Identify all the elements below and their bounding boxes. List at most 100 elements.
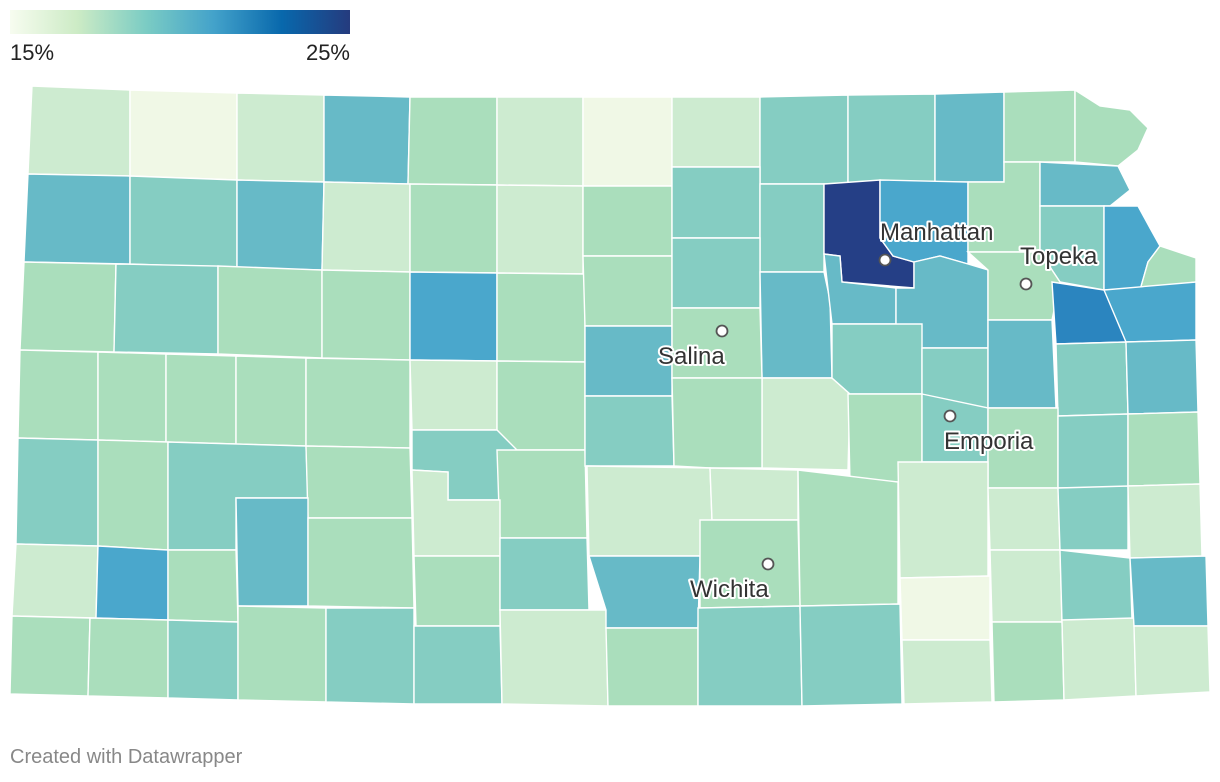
county-shape[interactable] xyxy=(582,96,673,187)
county-shape[interactable] xyxy=(1125,339,1199,415)
county-shape[interactable] xyxy=(1129,555,1209,627)
city-marker-wichita xyxy=(761,557,775,571)
county-shape[interactable] xyxy=(409,271,498,362)
county-shape[interactable] xyxy=(934,91,1005,183)
county-shape[interactable] xyxy=(97,439,169,551)
county-shape[interactable] xyxy=(1127,483,1203,559)
county-shape[interactable] xyxy=(129,175,238,269)
county-shape[interactable] xyxy=(496,272,586,363)
city-marker-topeka xyxy=(1019,277,1033,291)
county-shape[interactable] xyxy=(217,265,323,359)
county-shape[interactable] xyxy=(671,377,763,469)
county-shape[interactable] xyxy=(987,319,1057,409)
county-shape[interactable] xyxy=(129,89,238,181)
city-label-wichita: Wichita xyxy=(690,576,769,603)
county-shape[interactable] xyxy=(1057,485,1129,551)
county-shape[interactable] xyxy=(305,357,411,449)
county-shape[interactable] xyxy=(899,575,991,641)
city-marker-salina xyxy=(715,324,729,338)
county-shape[interactable] xyxy=(27,85,131,177)
legend-gradient-bar xyxy=(10,10,350,34)
city-marker-emporia xyxy=(943,409,957,423)
county-shape[interactable] xyxy=(409,359,498,431)
county-shape[interactable] xyxy=(761,377,851,471)
county-shape[interactable] xyxy=(496,449,588,539)
county-shape[interactable] xyxy=(407,96,498,186)
county-shape[interactable] xyxy=(409,183,498,274)
county-shape[interactable] xyxy=(1003,89,1076,163)
county-shape[interactable] xyxy=(167,619,239,701)
city-label-topeka: Topeka xyxy=(1020,243,1098,270)
county-shape[interactable] xyxy=(11,543,99,619)
county-shape[interactable] xyxy=(496,96,584,187)
county-shape[interactable] xyxy=(584,395,675,467)
county-shape[interactable] xyxy=(321,269,411,361)
county-shape[interactable] xyxy=(586,465,713,557)
county-shape[interactable] xyxy=(847,93,936,185)
county-shape[interactable] xyxy=(901,639,993,705)
county-shape[interactable] xyxy=(697,605,803,707)
county-shape[interactable] xyxy=(15,437,99,547)
county-shape[interactable] xyxy=(235,497,309,607)
county-shape[interactable] xyxy=(413,555,501,627)
county-shape[interactable] xyxy=(167,549,239,623)
county-shape[interactable] xyxy=(165,353,237,445)
legend-min-label: 15% xyxy=(10,40,55,65)
county-shape[interactable] xyxy=(1074,88,1149,167)
county-shape[interactable] xyxy=(1039,161,1131,207)
county-shape[interactable] xyxy=(499,609,609,707)
cities-layer: Manhattan Topeka Salina Emporia Wichita xyxy=(656,217,1100,605)
county-shape[interactable] xyxy=(113,263,219,355)
county-shape[interactable] xyxy=(1055,341,1129,417)
county-shape[interactable] xyxy=(1057,413,1129,489)
county-shape[interactable] xyxy=(897,461,989,579)
county-shape[interactable] xyxy=(496,360,586,451)
county-shape[interactable] xyxy=(235,355,307,447)
county-shape[interactable] xyxy=(582,185,673,257)
county-shape[interactable] xyxy=(759,94,849,185)
counties-layer xyxy=(9,85,1211,707)
county-shape[interactable] xyxy=(236,179,325,271)
county-shape[interactable] xyxy=(321,181,411,273)
county-shape[interactable] xyxy=(987,487,1061,551)
county-shape[interactable] xyxy=(1133,625,1211,697)
county-shape[interactable] xyxy=(991,621,1065,703)
city-marker-manhattan xyxy=(878,253,892,267)
county-shape[interactable] xyxy=(582,255,673,327)
county-shape[interactable] xyxy=(1061,617,1137,701)
county-shape[interactable] xyxy=(9,615,91,697)
county-shape[interactable] xyxy=(95,545,169,621)
county-shape[interactable] xyxy=(671,237,761,309)
county-shape[interactable] xyxy=(87,617,169,699)
county-shape[interactable] xyxy=(709,467,799,521)
county-shape[interactable] xyxy=(831,323,923,395)
county-shape[interactable] xyxy=(671,96,761,168)
county-shape[interactable] xyxy=(323,94,411,185)
county-shape[interactable] xyxy=(19,261,117,353)
county-shape[interactable] xyxy=(1127,411,1201,487)
county-shape[interactable] xyxy=(759,183,825,273)
county-shape[interactable] xyxy=(496,184,584,275)
county-shape[interactable] xyxy=(237,605,327,703)
county-shape[interactable] xyxy=(605,627,699,707)
county-shape[interactable] xyxy=(799,603,903,707)
credit-text: Created with Datawrapper xyxy=(10,746,243,768)
county-shape[interactable] xyxy=(671,166,761,239)
county-shape[interactable] xyxy=(17,349,99,441)
county-shape[interactable] xyxy=(1139,245,1197,291)
county-shape[interactable] xyxy=(23,173,131,265)
county-shape[interactable] xyxy=(307,517,415,609)
county-shape[interactable] xyxy=(1059,549,1133,623)
county-shape[interactable] xyxy=(413,625,503,705)
county-shape[interactable] xyxy=(97,351,167,443)
county-shape[interactable] xyxy=(759,271,833,379)
color-legend: 15% 25% xyxy=(10,10,350,65)
county-shape[interactable] xyxy=(236,92,325,183)
county-shape[interactable] xyxy=(797,469,899,607)
county-shape[interactable] xyxy=(305,445,413,519)
county-shape[interactable] xyxy=(989,549,1063,623)
county-shape[interactable] xyxy=(499,537,590,611)
county-shape[interactable] xyxy=(588,555,701,629)
county-shape[interactable] xyxy=(325,607,415,705)
